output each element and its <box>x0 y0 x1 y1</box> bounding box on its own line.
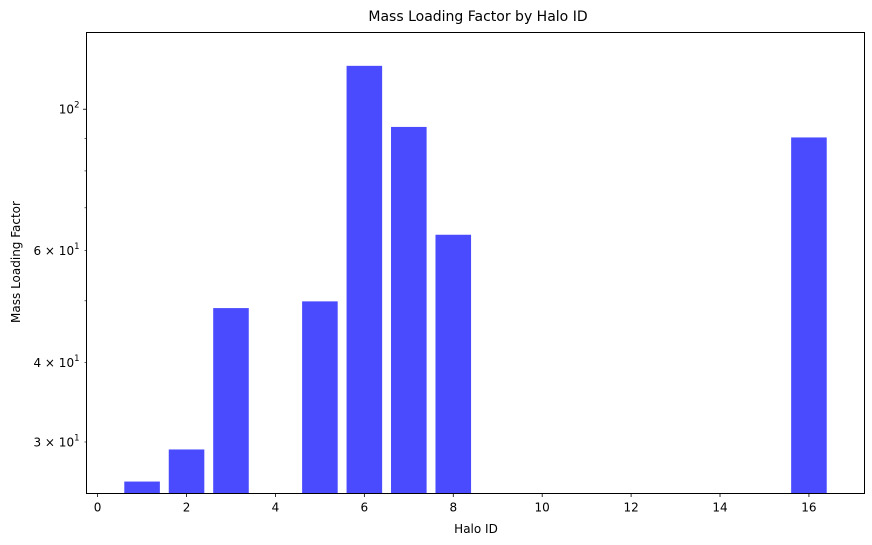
x-tick-label: 6 <box>361 501 369 515</box>
x-tick-label: 10 <box>535 501 550 515</box>
x-tick-label: 16 <box>801 501 816 515</box>
x-axis-ticks: 0 2 4 6 8 10 12 14 16 <box>94 493 817 515</box>
y-axis-label: Mass Loading Factor <box>9 201 23 323</box>
bar <box>391 126 427 494</box>
y-tick-label: 3 × 101 <box>33 434 79 450</box>
bar <box>168 449 205 494</box>
bar <box>213 308 249 494</box>
bar <box>435 234 472 494</box>
chart-title: Mass Loading Factor by Halo ID <box>368 9 587 25</box>
bars-group <box>124 65 827 494</box>
y-tick-label: 4 × 101 <box>33 354 79 370</box>
bar <box>124 481 160 494</box>
x-tick-label: 2 <box>183 501 191 515</box>
x-tick-label: 12 <box>623 501 638 515</box>
y-axis-ticks: 102 3 × 101 4 × 101 6 × 101 <box>33 101 87 450</box>
x-tick-label: 0 <box>94 501 102 515</box>
y-tick-label: 102 <box>59 101 80 117</box>
x-axis-label: Halo ID <box>454 522 498 536</box>
y-tick-label: 6 × 101 <box>33 242 79 258</box>
bar <box>346 65 383 494</box>
plot-frame <box>86 32 865 494</box>
x-tick-label: 14 <box>712 501 727 515</box>
x-tick-label: 8 <box>449 501 457 515</box>
bar <box>302 301 338 494</box>
bar <box>791 137 827 494</box>
x-tick-label: 4 <box>272 501 280 515</box>
